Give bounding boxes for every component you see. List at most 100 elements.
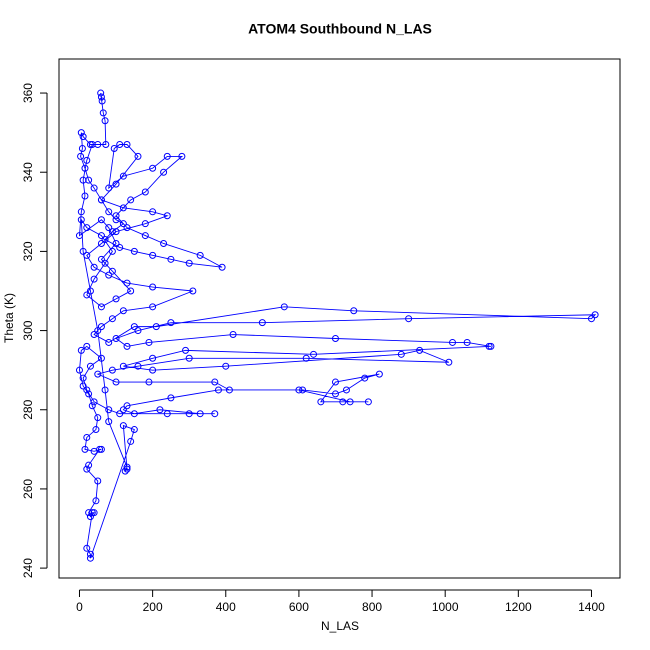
data-point [121, 467, 129, 475]
data-point [83, 544, 91, 552]
data-point [280, 303, 288, 311]
data-point [112, 228, 120, 236]
data-point [317, 398, 325, 406]
data-point [211, 378, 219, 386]
data-point [258, 319, 266, 327]
data-point [145, 378, 153, 386]
data-point [86, 362, 94, 370]
data-point [105, 224, 113, 232]
data-point [130, 247, 138, 255]
y-tick-label: 340 [21, 162, 35, 182]
data-point [88, 141, 96, 149]
data-point [295, 386, 303, 394]
y-tick-label: 360 [21, 83, 35, 103]
data-point [90, 275, 98, 283]
data-point [83, 156, 91, 164]
data-point [112, 239, 120, 247]
data-point [156, 406, 164, 414]
data-point [79, 176, 87, 184]
data-point [105, 184, 113, 192]
data-point [167, 394, 175, 402]
data-point [97, 216, 105, 224]
data-point [79, 247, 87, 255]
data-point [225, 386, 233, 394]
data-point [149, 354, 157, 362]
data-point [99, 109, 107, 117]
data-point [463, 338, 471, 346]
data-point [123, 224, 131, 232]
data-point [78, 144, 86, 152]
data-point [97, 323, 105, 331]
data-point [364, 398, 372, 406]
data-point [485, 342, 493, 350]
data-point [112, 334, 120, 342]
data-point [141, 220, 149, 228]
data-point [123, 279, 131, 287]
data-point [105, 271, 113, 279]
data-line [78, 92, 597, 559]
data-point [112, 378, 120, 386]
data-point [83, 251, 91, 259]
data-point [167, 255, 175, 263]
data-point [119, 422, 127, 430]
data-point [222, 362, 230, 370]
data-point [361, 374, 369, 382]
data-point [85, 509, 93, 517]
data-point [339, 398, 347, 406]
data-point [83, 224, 91, 232]
data-point [397, 350, 405, 358]
data-point [101, 117, 109, 125]
data-point [130, 323, 138, 331]
data-point [331, 378, 339, 386]
data-point [346, 398, 354, 406]
data-point [79, 374, 87, 382]
data-point [134, 327, 142, 335]
data-point [79, 133, 87, 141]
data-point [83, 342, 91, 350]
data-point [97, 89, 105, 97]
data-point [88, 509, 96, 517]
data-point [105, 338, 113, 346]
x-tick-label: 1400 [578, 600, 605, 614]
y-tick-label: 240 [21, 558, 35, 578]
data-point [97, 303, 105, 311]
data-point [116, 410, 124, 418]
data-point [94, 477, 102, 485]
y-tick-label: 300 [21, 320, 35, 340]
data-point [75, 366, 83, 374]
data-point [342, 386, 350, 394]
data-point [127, 437, 135, 445]
data-point [149, 303, 157, 311]
data-point [105, 418, 113, 426]
data-point [97, 445, 105, 453]
data-point [97, 196, 105, 204]
data-point [97, 255, 105, 263]
data-point [105, 208, 113, 216]
data-point [94, 414, 102, 422]
data-point [85, 390, 93, 398]
data-point [331, 334, 339, 342]
data-point [97, 232, 105, 240]
data-point [405, 315, 413, 323]
data-point [127, 287, 135, 295]
data-point [97, 93, 105, 101]
data-point [119, 204, 127, 212]
data-point [449, 338, 457, 346]
data-point [416, 346, 424, 354]
data-point [90, 331, 98, 339]
data-point [185, 410, 193, 418]
data-point [86, 554, 94, 562]
data-point [112, 180, 120, 188]
data-point [163, 212, 171, 220]
data-point [134, 362, 142, 370]
plot-frame [58, 58, 621, 579]
data-point [149, 366, 157, 374]
data-point [98, 97, 106, 105]
data-point [218, 263, 226, 271]
data-point [105, 406, 113, 414]
data-point [163, 410, 171, 418]
data-point [127, 196, 135, 204]
